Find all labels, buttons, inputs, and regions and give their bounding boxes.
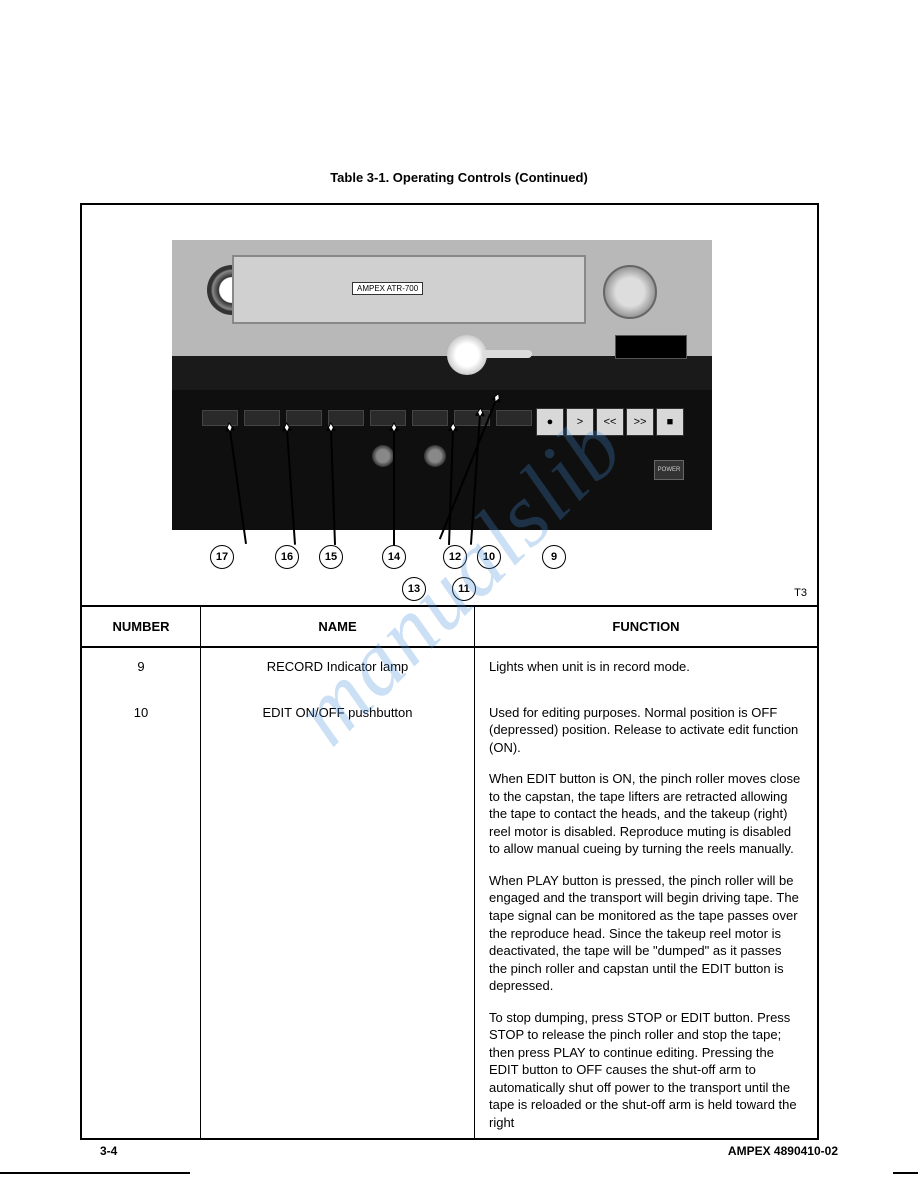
stop-button: ■ xyxy=(656,408,684,436)
header-function: FUNCTION xyxy=(475,606,818,647)
speed-display xyxy=(615,335,687,359)
record-button: ● xyxy=(536,408,564,436)
table-row: 10 EDIT ON/OFF pushbutton Used for editi… xyxy=(82,694,817,1138)
page-footer: 3-4 AMPEX 4890410-02 xyxy=(100,1144,838,1158)
power-switch: POWER xyxy=(654,460,684,480)
small-knob-1 xyxy=(372,445,394,467)
table-caption: Table 3-1. Operating Controls (Continued… xyxy=(60,170,858,185)
ffwd-button: >> xyxy=(626,408,654,436)
large-knob xyxy=(603,265,657,319)
footer-rule-right xyxy=(893,1172,918,1174)
callout-16: 16 xyxy=(275,545,299,569)
rewind-button: << xyxy=(596,408,624,436)
function-text: Used for editing purposes. Normal positi… xyxy=(489,704,803,757)
small-knob-2 xyxy=(424,445,446,467)
pinch-arm xyxy=(482,350,532,358)
callout-10: 10 xyxy=(477,545,501,569)
model-badge: AMPEX ATR-700 xyxy=(352,282,423,295)
equipment-photo: AMPEX ATR-700 ● > << >> xyxy=(172,240,712,530)
function-text: Lights when unit is in record mode. xyxy=(489,658,803,676)
document-id: AMPEX 4890410-02 xyxy=(728,1144,838,1158)
cell-function: Lights when unit is in record mode. xyxy=(475,647,818,694)
callout-11: 11 xyxy=(452,577,476,601)
controls-table: NUMBER NAME FUNCTION 9 RECORD Indicator … xyxy=(82,605,817,1138)
pinch-roller xyxy=(447,335,487,375)
header-number: NUMBER xyxy=(82,606,201,647)
transport-buttons: ● > << >> ■ xyxy=(536,408,684,436)
callout-12: 12 xyxy=(443,545,467,569)
figure-and-table-frame: AMPEX ATR-700 ● > << >> xyxy=(80,203,819,1140)
play-button: > xyxy=(566,408,594,436)
callout-13: 13 xyxy=(402,577,426,601)
table-row: 9 RECORD Indicator lamp Lights when unit… xyxy=(82,647,817,694)
control-panel: ● > << >> ■ POWER xyxy=(172,390,712,530)
callout-17: 17 xyxy=(210,545,234,569)
cell-number: 9 xyxy=(82,647,201,694)
function-text: When EDIT button is ON, the pinch roller… xyxy=(489,770,803,858)
function-text: To stop dumping, press STOP or EDIT butt… xyxy=(489,1009,803,1132)
header-name: NAME xyxy=(201,606,475,647)
callout-15: 15 xyxy=(319,545,343,569)
figure-area: AMPEX ATR-700 ● > << >> xyxy=(82,205,817,605)
callout-9: 9 xyxy=(542,545,566,569)
callout-14: 14 xyxy=(382,545,406,569)
cell-number: 10 xyxy=(82,694,201,1138)
cell-function: Used for editing purposes. Normal positi… xyxy=(475,694,818,1138)
cell-name: RECORD Indicator lamp xyxy=(201,647,475,694)
cell-name: EDIT ON/OFF pushbutton xyxy=(201,694,475,1138)
footer-rule-left xyxy=(0,1172,190,1174)
figure-ref: T3 xyxy=(794,587,807,599)
function-text: When PLAY button is pressed, the pinch r… xyxy=(489,872,803,995)
page-number: 3-4 xyxy=(100,1144,117,1158)
